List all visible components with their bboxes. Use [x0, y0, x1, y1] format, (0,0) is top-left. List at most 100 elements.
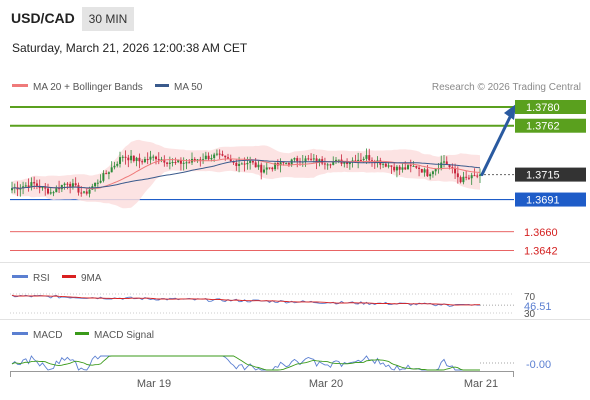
candle — [415, 165, 418, 170]
candle — [476, 173, 479, 179]
macd-legend-swatch — [12, 332, 28, 335]
timeframe-badge[interactable]: 30 MIN — [82, 7, 134, 31]
candle — [479, 168, 481, 184]
candle — [77, 182, 80, 196]
rsi-ma-line — [11, 294, 480, 306]
chart-datetime: Saturday, March 21, 2026 12:00:38 AM CET — [12, 41, 248, 55]
candle — [454, 163, 457, 179]
candle — [127, 154, 130, 168]
candle — [462, 171, 465, 185]
candle — [412, 161, 415, 167]
candle — [279, 158, 282, 173]
symbol-title: USD/CAD — [11, 10, 75, 26]
attribution: Research © 2026 Trading Central — [432, 82, 581, 93]
candle — [27, 178, 30, 192]
macd-signal-legend-label: MACD Signal — [94, 330, 154, 341]
macd-lines — [11, 355, 514, 371]
candle — [218, 149, 221, 159]
arrow-head — [504, 104, 516, 120]
candle — [124, 150, 127, 165]
candle — [49, 187, 52, 195]
candle — [149, 150, 152, 165]
level-tag-1.3691 — [515, 192, 586, 207]
candle — [119, 151, 121, 168]
candle — [393, 162, 396, 173]
candle — [287, 162, 290, 167]
candle — [440, 155, 443, 171]
x-tick-mar19: Mar 19 — [137, 378, 171, 390]
candle — [229, 154, 232, 162]
ma20-legend-label: MA 20 + Bollinger Bands — [33, 82, 143, 93]
moving-averages — [11, 158, 481, 190]
candle — [35, 179, 38, 190]
candle — [285, 162, 288, 165]
candle — [395, 165, 398, 178]
bollinger-bands — [12, 139, 480, 209]
x-tick-mar20: Mar 20 — [309, 378, 343, 390]
candle — [207, 152, 210, 161]
candle — [332, 156, 335, 166]
rsi-last-value: 46.51 — [524, 301, 552, 313]
rsi-tick-70: 70 — [524, 292, 536, 303]
candle — [94, 182, 97, 192]
macd-legend-label: MACD — [33, 330, 62, 341]
candle — [146, 152, 149, 165]
candle — [182, 157, 185, 171]
candle — [71, 178, 74, 190]
candle — [202, 153, 205, 164]
candle — [307, 155, 310, 161]
candle — [33, 176, 36, 190]
candle — [163, 155, 166, 167]
candle — [268, 167, 271, 170]
candle — [66, 181, 69, 190]
candle — [24, 182, 27, 187]
candle — [260, 162, 263, 180]
candle — [254, 157, 257, 168]
candle — [135, 156, 138, 167]
candle — [221, 150, 224, 157]
rsi-legend-swatch — [12, 275, 28, 278]
candle — [11, 181, 13, 194]
candle — [443, 155, 445, 168]
candle — [323, 157, 326, 170]
candle — [224, 155, 227, 161]
ma50-line — [11, 159, 481, 189]
candle — [423, 167, 426, 177]
candle — [384, 160, 387, 168]
candle — [55, 185, 58, 193]
candle — [390, 165, 393, 174]
candle — [467, 174, 470, 181]
level-label-1.3762: 1.3762 — [526, 121, 560, 133]
macd-signal-line — [11, 355, 480, 371]
candle — [382, 163, 385, 168]
candle — [204, 151, 207, 160]
candle — [434, 168, 437, 176]
candle — [113, 161, 116, 170]
candle — [312, 153, 315, 163]
candle — [246, 156, 249, 170]
level-label-1.3715: 1.3715 — [526, 170, 560, 182]
candle — [240, 162, 243, 165]
candle — [132, 155, 135, 163]
level-tag-1.3780 — [515, 100, 586, 114]
level-tag-1.3715 — [515, 167, 586, 182]
candle — [63, 182, 66, 190]
candle — [179, 157, 182, 171]
ma20-legend-swatch — [12, 84, 28, 87]
forecast-arrow — [480, 104, 516, 177]
candle — [143, 156, 146, 164]
candle — [409, 159, 412, 173]
candle — [359, 153, 362, 162]
candle — [398, 165, 401, 175]
candle — [116, 161, 119, 168]
candle — [326, 162, 329, 170]
candle — [251, 160, 254, 165]
candle — [429, 172, 432, 180]
macd-last-value: -0.00 — [526, 359, 551, 371]
level-label-1.3691: 1.3691 — [526, 195, 560, 207]
candle — [110, 161, 113, 173]
rsi-ma-legend-swatch — [62, 275, 76, 278]
candle — [348, 162, 351, 170]
candle — [121, 155, 124, 162]
